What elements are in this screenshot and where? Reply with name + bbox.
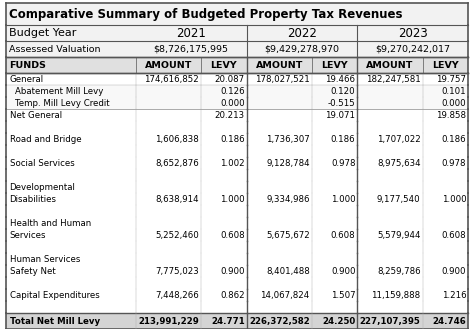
Text: Net General: Net General [9,111,62,120]
Text: 19.466: 19.466 [326,75,356,84]
Text: Human Services: Human Services [9,255,80,264]
Text: 0.978: 0.978 [331,159,356,168]
Text: 0.000: 0.000 [220,99,245,108]
Text: Health and Human: Health and Human [9,219,91,228]
Text: $8,726,175,995: $8,726,175,995 [154,45,229,54]
Text: AMOUNT: AMOUNT [255,61,303,70]
Text: 174,616,852: 174,616,852 [144,75,199,84]
Text: Developmental: Developmental [9,183,75,192]
Text: 19.757: 19.757 [436,75,466,84]
Text: 1,736,307: 1,736,307 [266,135,310,144]
Text: 0.862: 0.862 [220,291,245,300]
Text: 0.978: 0.978 [442,159,466,168]
Text: 227,107,395: 227,107,395 [360,317,420,326]
Text: 178,027,521: 178,027,521 [255,75,310,84]
Text: Services: Services [9,231,46,240]
Text: 20.213: 20.213 [215,111,245,120]
Text: 1.002: 1.002 [220,159,245,168]
Text: 9,177,540: 9,177,540 [377,195,420,204]
Text: 0.900: 0.900 [220,267,245,276]
Text: Safety Net: Safety Net [9,267,55,276]
Text: Disabilities: Disabilities [9,195,56,204]
Text: 2021: 2021 [176,27,206,40]
Text: General: General [9,75,44,84]
Text: 1,707,022: 1,707,022 [377,135,420,144]
Text: 213,991,229: 213,991,229 [138,317,199,326]
Text: 8,975,634: 8,975,634 [377,159,420,168]
Text: 0.186: 0.186 [442,135,466,144]
Text: 0.608: 0.608 [331,231,356,240]
Text: 0.186: 0.186 [331,135,356,144]
Text: 1,606,838: 1,606,838 [155,135,199,144]
Text: FUNDS: FUNDS [9,61,46,70]
Text: Assessed Valuation: Assessed Valuation [9,45,100,54]
Text: $9,429,278,970: $9,429,278,970 [264,45,339,54]
Text: 8,638,914: 8,638,914 [155,195,199,204]
Text: 2022: 2022 [287,27,317,40]
Text: Comparative Summary of Budgeted Property Tax Revenues: Comparative Summary of Budgeted Property… [9,8,402,21]
Text: 0.900: 0.900 [442,267,466,276]
Text: 0.000: 0.000 [442,99,466,108]
Text: LEVY: LEVY [432,61,459,70]
Text: Abatement Mill Levy: Abatement Mill Levy [15,87,103,96]
Text: 19.858: 19.858 [436,111,466,120]
Text: 9,128,784: 9,128,784 [266,159,310,168]
Text: Total Net Mill Levy: Total Net Mill Levy [9,317,100,326]
Text: 14,067,824: 14,067,824 [260,291,310,300]
Text: 1.000: 1.000 [220,195,245,204]
Text: 24.250: 24.250 [322,317,356,326]
Text: 8,401,488: 8,401,488 [266,267,310,276]
Text: 24.771: 24.771 [211,317,245,326]
Text: 11,159,888: 11,159,888 [372,291,420,300]
Text: 0.608: 0.608 [442,231,466,240]
Text: 0.101: 0.101 [442,87,466,96]
Text: 2023: 2023 [398,27,428,40]
Text: Budget Year: Budget Year [9,28,76,38]
Text: 5,252,460: 5,252,460 [155,231,199,240]
Text: Social Services: Social Services [9,159,74,168]
Text: 8,259,786: 8,259,786 [377,267,420,276]
Text: $9,270,242,017: $9,270,242,017 [375,45,450,54]
Text: 0.120: 0.120 [331,87,356,96]
Text: 226,372,582: 226,372,582 [249,317,310,326]
Text: 0.126: 0.126 [220,87,245,96]
Text: AMOUNT: AMOUNT [366,61,414,70]
Text: Temp. Mill Levy Credit: Temp. Mill Levy Credit [15,99,109,108]
Text: 0.900: 0.900 [331,267,356,276]
Text: 24.746: 24.746 [433,317,466,326]
Text: 0.186: 0.186 [220,135,245,144]
Text: 1.216: 1.216 [442,291,466,300]
Text: AMOUNT: AMOUNT [145,61,192,70]
Text: -0.515: -0.515 [328,99,356,108]
Text: 1.507: 1.507 [331,291,356,300]
Text: LEVY: LEVY [210,61,237,70]
Text: 0.608: 0.608 [220,231,245,240]
Text: 5,579,944: 5,579,944 [377,231,420,240]
Text: 20.087: 20.087 [215,75,245,84]
Text: 1.000: 1.000 [442,195,466,204]
Text: Capital Expenditures: Capital Expenditures [9,291,100,300]
Text: 7,448,266: 7,448,266 [155,291,199,300]
Text: 5,675,672: 5,675,672 [266,231,310,240]
Text: 1.000: 1.000 [331,195,356,204]
Text: LEVY: LEVY [321,61,348,70]
Text: 19.071: 19.071 [326,111,356,120]
Text: 8,652,876: 8,652,876 [155,159,199,168]
Text: 9,334,986: 9,334,986 [266,195,310,204]
Text: Road and Bridge: Road and Bridge [9,135,81,144]
Text: 182,247,581: 182,247,581 [366,75,420,84]
Text: 7,775,023: 7,775,023 [155,267,199,276]
